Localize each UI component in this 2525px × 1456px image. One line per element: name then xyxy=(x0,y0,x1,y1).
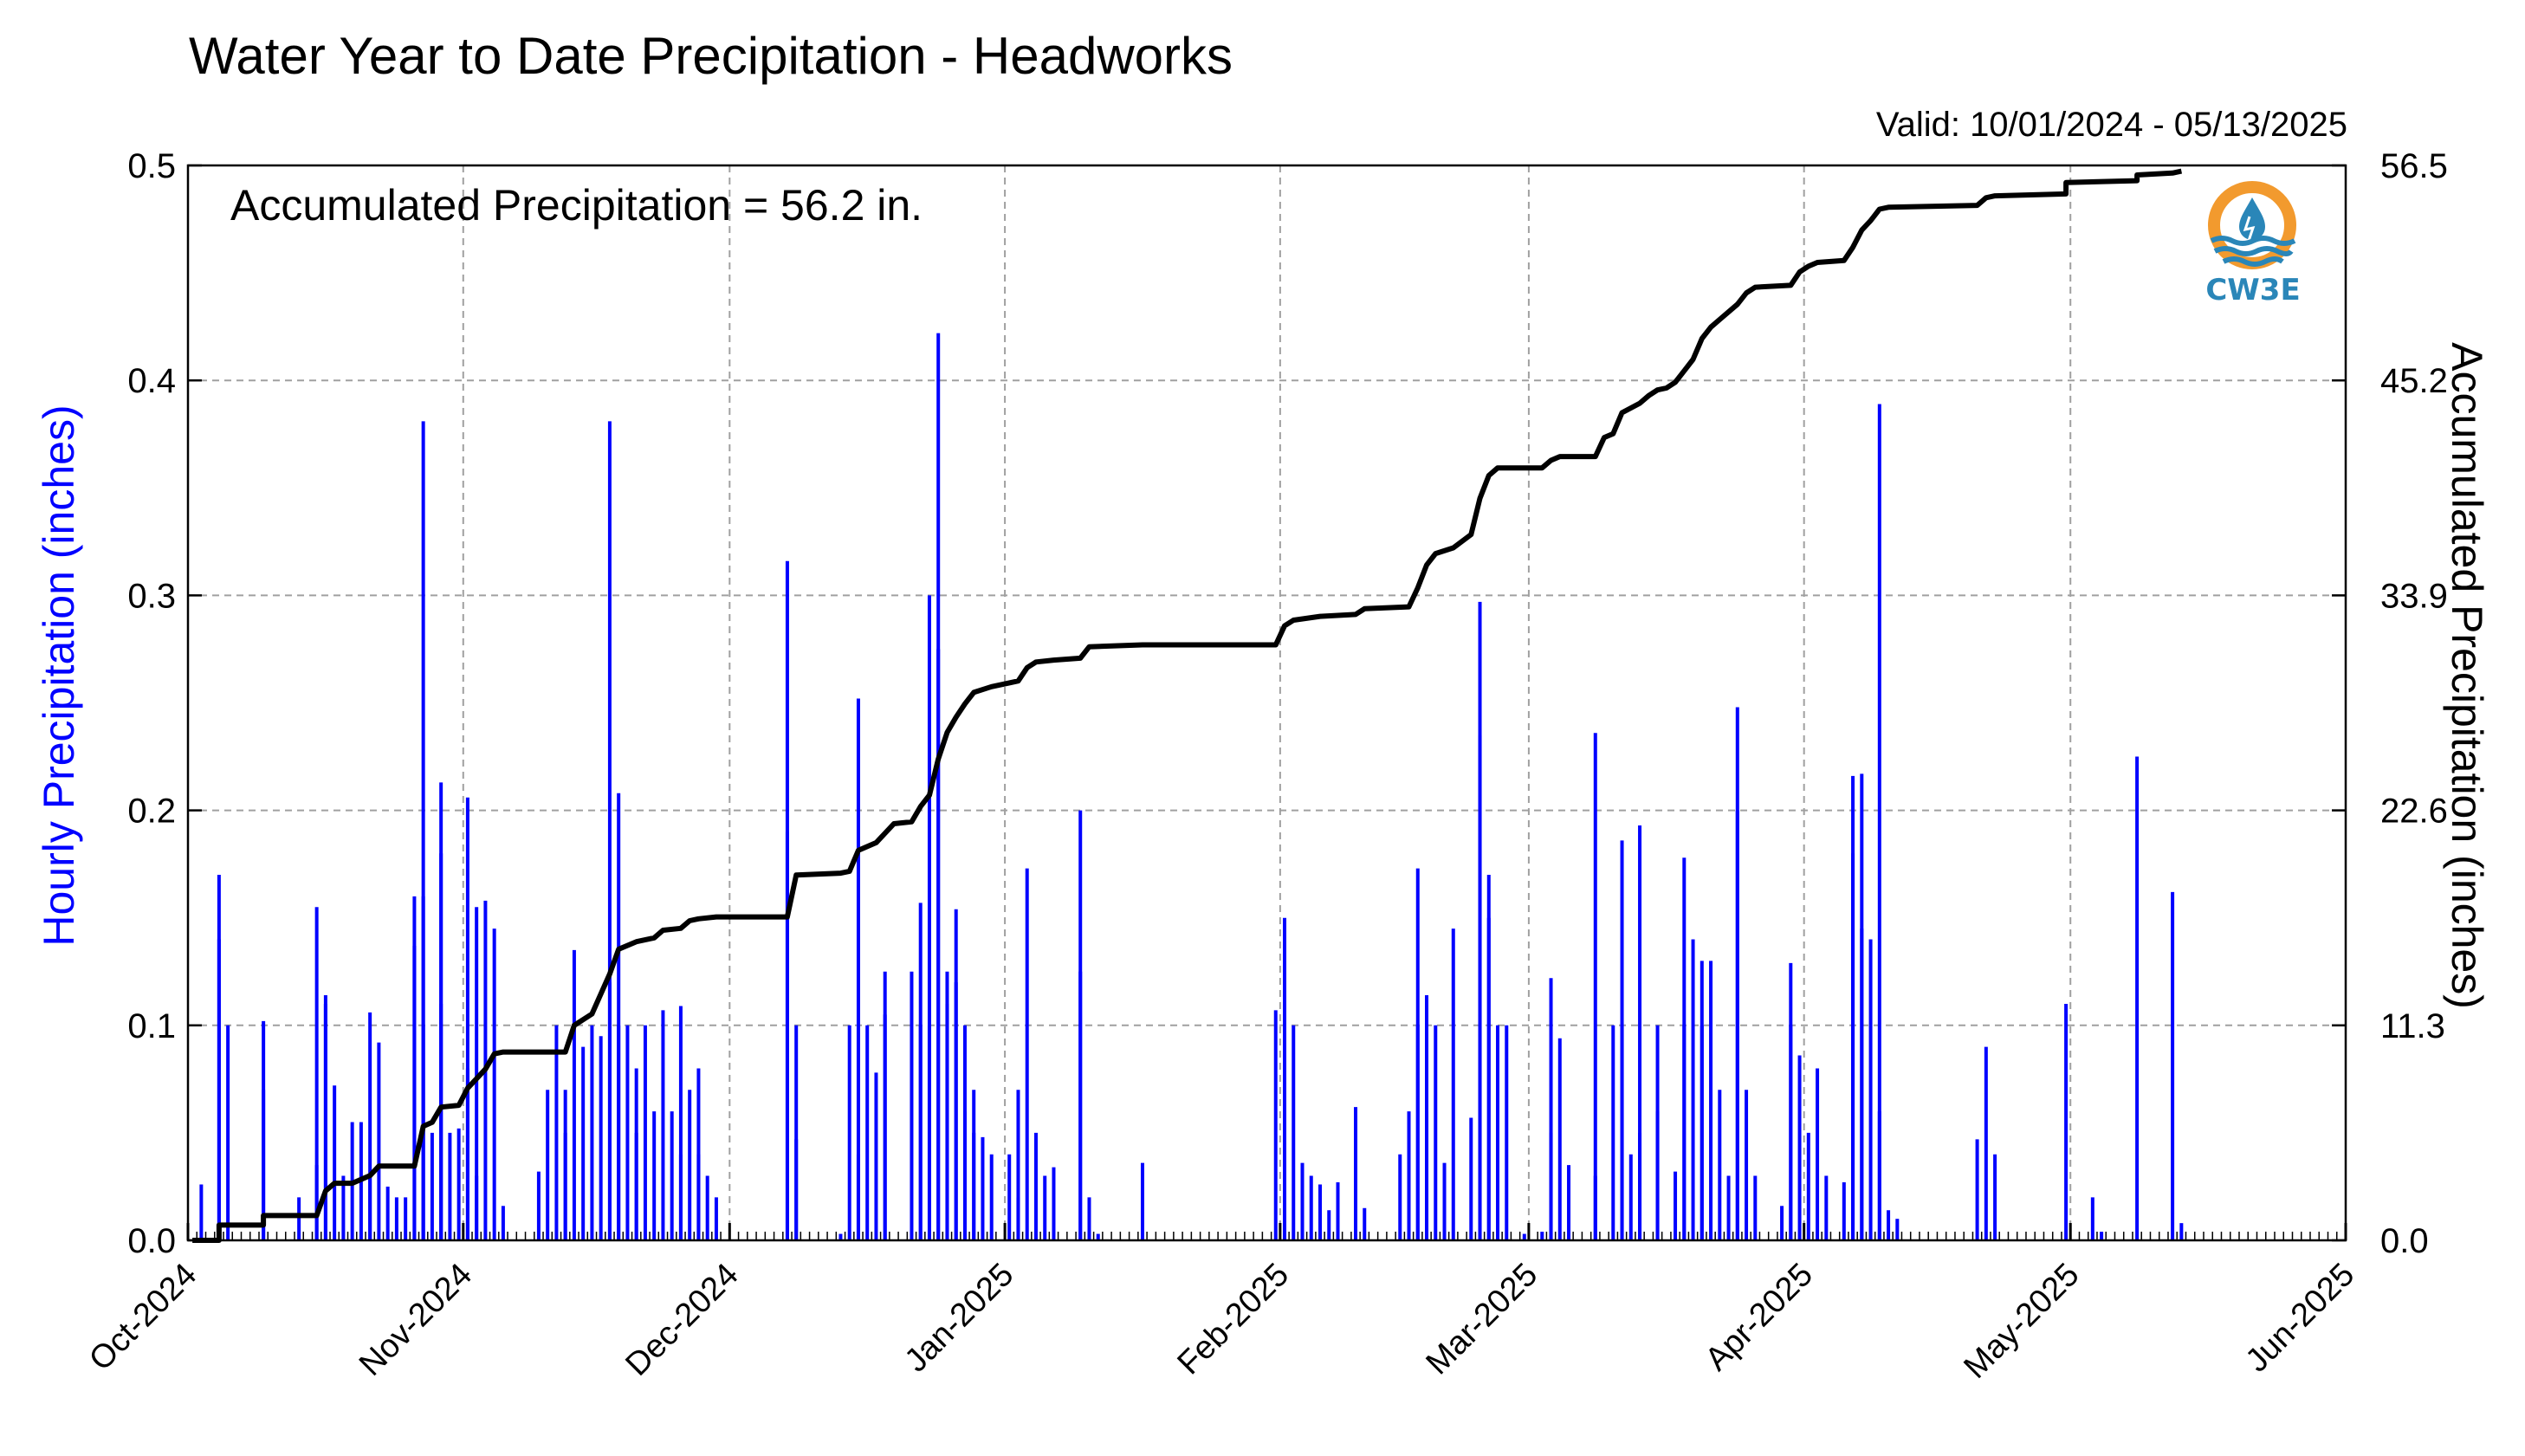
cw3e-logo-text: CW3E xyxy=(2205,273,2301,307)
x-tick-label: Jun-2025 xyxy=(2239,1257,2362,1380)
y-tick-label-left: 0.2 xyxy=(127,793,176,831)
x-tick-label: Feb-2025 xyxy=(1171,1257,1297,1382)
plot-frame xyxy=(186,164,2347,1242)
y-axis-right-label: Accumulated Precipitation (inches) xyxy=(2443,342,2491,1009)
x-tick-label: Mar-2025 xyxy=(1420,1257,1545,1382)
y-tick-label-left: 0.0 xyxy=(127,1222,176,1260)
y-tick-label-left: 0.4 xyxy=(127,362,176,400)
x-tick-label: Apr-2025 xyxy=(1699,1257,1820,1378)
y-tick-label-left: 0.5 xyxy=(127,147,176,185)
chart-title: Water Year to Date Precipitation - Headw… xyxy=(189,27,1233,85)
y-tick-label-right: 0.0 xyxy=(2380,1222,2429,1260)
x-tick-label: Oct-2024 xyxy=(82,1257,204,1378)
cw3e-logo-icon xyxy=(2208,181,2296,269)
y-tick-label-right: 45.2 xyxy=(2380,362,2448,400)
x-tick-label: Dec-2024 xyxy=(618,1257,745,1383)
accumulated-total-annotation: Accumulated Precipitation = 56.2 in. xyxy=(230,181,923,230)
y-tick-label-right: 11.3 xyxy=(2380,1007,2445,1045)
x-tick-label: May-2025 xyxy=(1957,1257,2086,1386)
valid-date-range: Valid: 10/01/2024 - 05/13/2025 xyxy=(1875,106,2347,144)
y-tick-label-left: 0.3 xyxy=(127,577,176,615)
y-tick-label-right: 56.5 xyxy=(2380,147,2448,185)
accumulated-line xyxy=(192,168,2183,1243)
x-tick-label: Nov-2024 xyxy=(353,1257,479,1383)
y-axis-left-label: Hourly Precipitation (inches) xyxy=(35,404,83,947)
x-tick-label: Jan-2025 xyxy=(898,1257,1021,1380)
y-tick-label-right: 33.9 xyxy=(2380,577,2448,615)
y-tick-label-right: 22.6 xyxy=(2380,793,2448,831)
y-tick-label-left: 0.1 xyxy=(127,1007,176,1045)
